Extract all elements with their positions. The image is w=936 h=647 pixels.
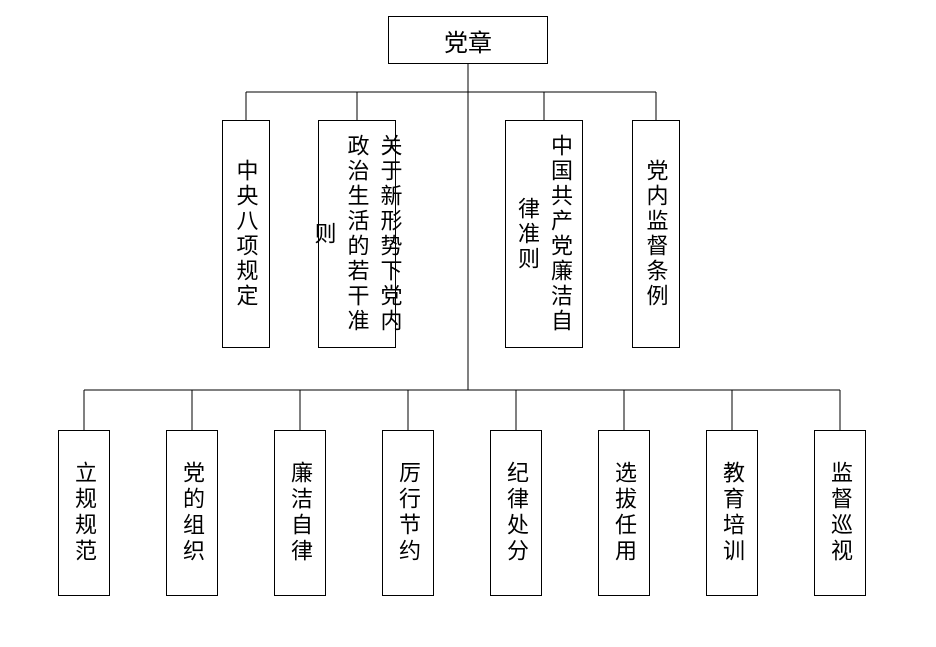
level3-node: 廉洁自律 (274, 430, 326, 596)
root-label: 党章 (444, 23, 492, 58)
level3-node: 纪律处分 (490, 430, 542, 596)
level2-node: 中国共产党廉洁自律准则 (505, 120, 583, 348)
level3-node: 教育培训 (706, 430, 758, 596)
level3-node: 立规规范 (58, 430, 110, 596)
level3-node: 选拔任用 (598, 430, 650, 596)
connector-lines (0, 0, 936, 647)
level3-label: 廉洁自律 (284, 461, 316, 565)
level2-node: 党内监督条例 (632, 120, 680, 348)
level3-label: 厉行节约 (392, 461, 424, 565)
level3-node: 党的组织 (166, 430, 218, 596)
level3-label: 党的组织 (176, 461, 208, 565)
level2-label: 中央八项规定 (230, 159, 263, 309)
level2-node: 中央八项规定 (222, 120, 270, 348)
level3-node: 厉行节约 (382, 430, 434, 596)
root-node: 党章 (388, 16, 548, 64)
level3-label: 立规规范 (68, 461, 100, 565)
level2-label: 中国共产党廉洁自律准则 (511, 131, 577, 337)
level3-label: 教育培训 (716, 461, 748, 565)
level2-label: 党内监督条例 (640, 159, 673, 309)
level3-label: 监督巡视 (824, 461, 856, 565)
level2-node: 关于新形势下党内政治生活的若干准则 (318, 120, 396, 348)
level3-label: 选拔任用 (608, 461, 640, 565)
level3-node: 监督巡视 (814, 430, 866, 596)
level2-label: 关于新形势下党内政治生活的若干准则 (308, 131, 407, 337)
level3-label: 纪律处分 (500, 461, 532, 565)
